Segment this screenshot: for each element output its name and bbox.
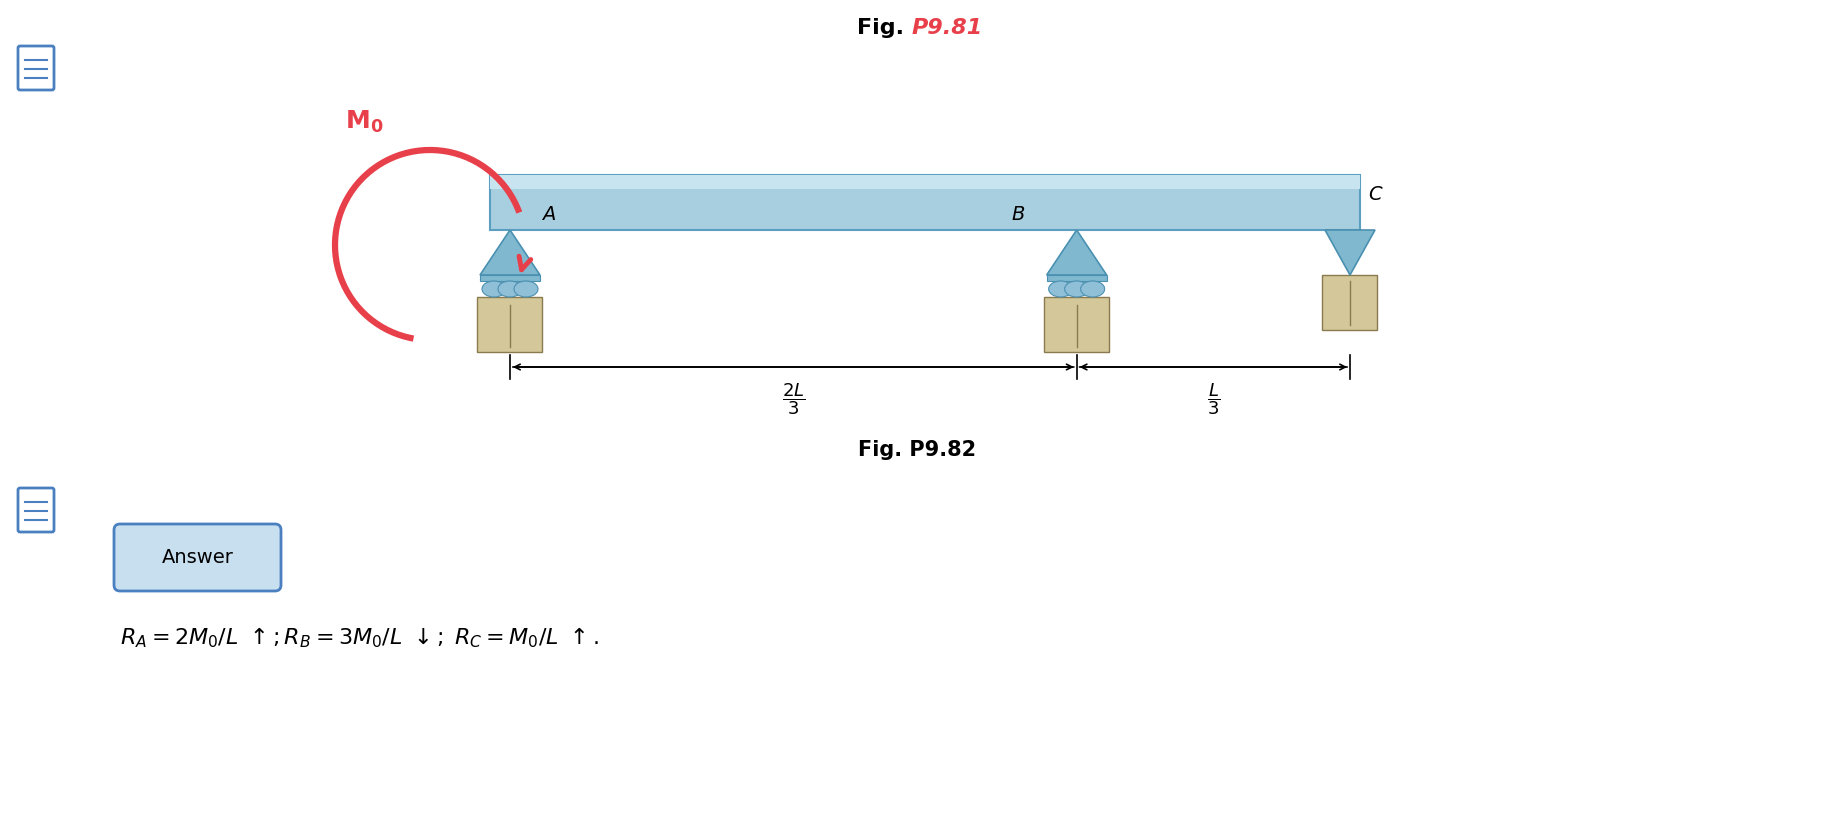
Polygon shape (1047, 230, 1106, 275)
Text: P9.81: P9.81 (911, 18, 983, 38)
Ellipse shape (1066, 281, 1089, 297)
FancyBboxPatch shape (18, 488, 53, 532)
Bar (477, 297, 543, 352)
Text: $\dfrac{L}{3}$: $\dfrac{L}{3}$ (1207, 381, 1220, 417)
Text: Fig.: Fig. (856, 18, 911, 38)
Bar (1047, 275, 1106, 281)
Ellipse shape (1080, 281, 1104, 297)
Ellipse shape (499, 281, 523, 297)
Text: $\dfrac{2L}{3}$: $\dfrac{2L}{3}$ (781, 381, 805, 417)
Text: Answer: Answer (161, 548, 233, 567)
FancyBboxPatch shape (18, 46, 53, 90)
FancyBboxPatch shape (114, 524, 281, 591)
Ellipse shape (482, 281, 506, 297)
Bar (1322, 275, 1377, 330)
Text: A: A (543, 205, 556, 224)
Text: C: C (1368, 185, 1381, 204)
Text: Fig. P9.82: Fig. P9.82 (858, 440, 976, 460)
Bar (490, 175, 1361, 230)
Ellipse shape (514, 281, 537, 297)
Text: $R_A = 2M_0/L$ $\uparrow$$; R_B = 3M_0/L$ $\downarrow$$;\; R_C = M_0/L$ $\uparro: $R_A = 2M_0/L$ $\uparrow$$; R_B = 3M_0/L… (119, 625, 600, 650)
Polygon shape (1324, 230, 1376, 275)
Polygon shape (481, 230, 539, 275)
Bar (490, 175, 1361, 189)
Bar (481, 275, 539, 281)
Text: B: B (1011, 205, 1025, 224)
Bar (1044, 297, 1110, 352)
Text: $\mathbf{M_0}$: $\mathbf{M_0}$ (345, 109, 383, 135)
Ellipse shape (1049, 281, 1073, 297)
